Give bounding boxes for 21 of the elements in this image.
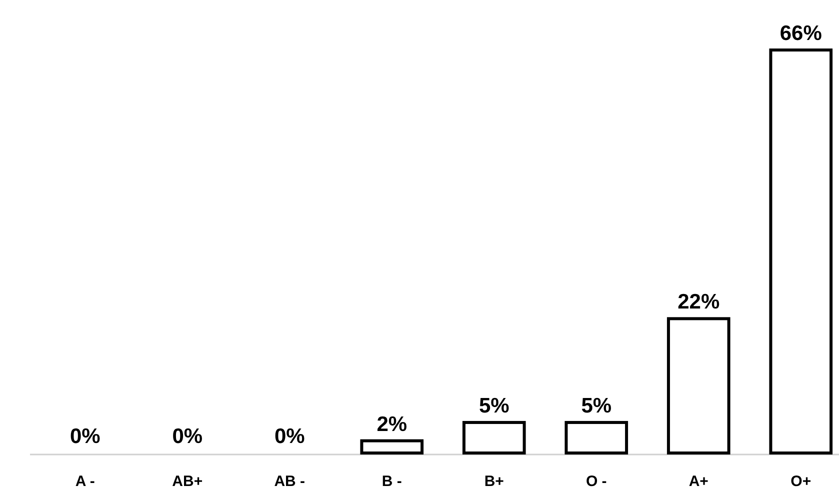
bar xyxy=(666,317,730,454)
x-tick-label: B - xyxy=(382,473,402,490)
bar xyxy=(769,48,833,454)
x-tick-label: O+ xyxy=(790,473,812,490)
data-label: 66% xyxy=(780,22,822,45)
data-label: 0% xyxy=(274,425,306,448)
x-tick-label: A - xyxy=(75,473,95,490)
bar xyxy=(360,439,424,454)
data-label: 0% xyxy=(172,425,203,448)
x-tick-label: B+ xyxy=(484,473,504,490)
x-tick-label: AB - xyxy=(274,473,306,490)
bar xyxy=(564,420,628,454)
bar xyxy=(462,420,526,454)
data-label: 0% xyxy=(70,425,101,448)
x-tick-label: O - xyxy=(586,473,607,490)
x-tick-label: AB+ xyxy=(172,473,203,490)
data-label: 5% xyxy=(478,394,510,418)
data-label: 2% xyxy=(376,412,408,436)
data-label: 22% xyxy=(678,290,720,314)
data-label: 5% xyxy=(581,394,612,418)
x-tick-label: A+ xyxy=(688,473,709,490)
